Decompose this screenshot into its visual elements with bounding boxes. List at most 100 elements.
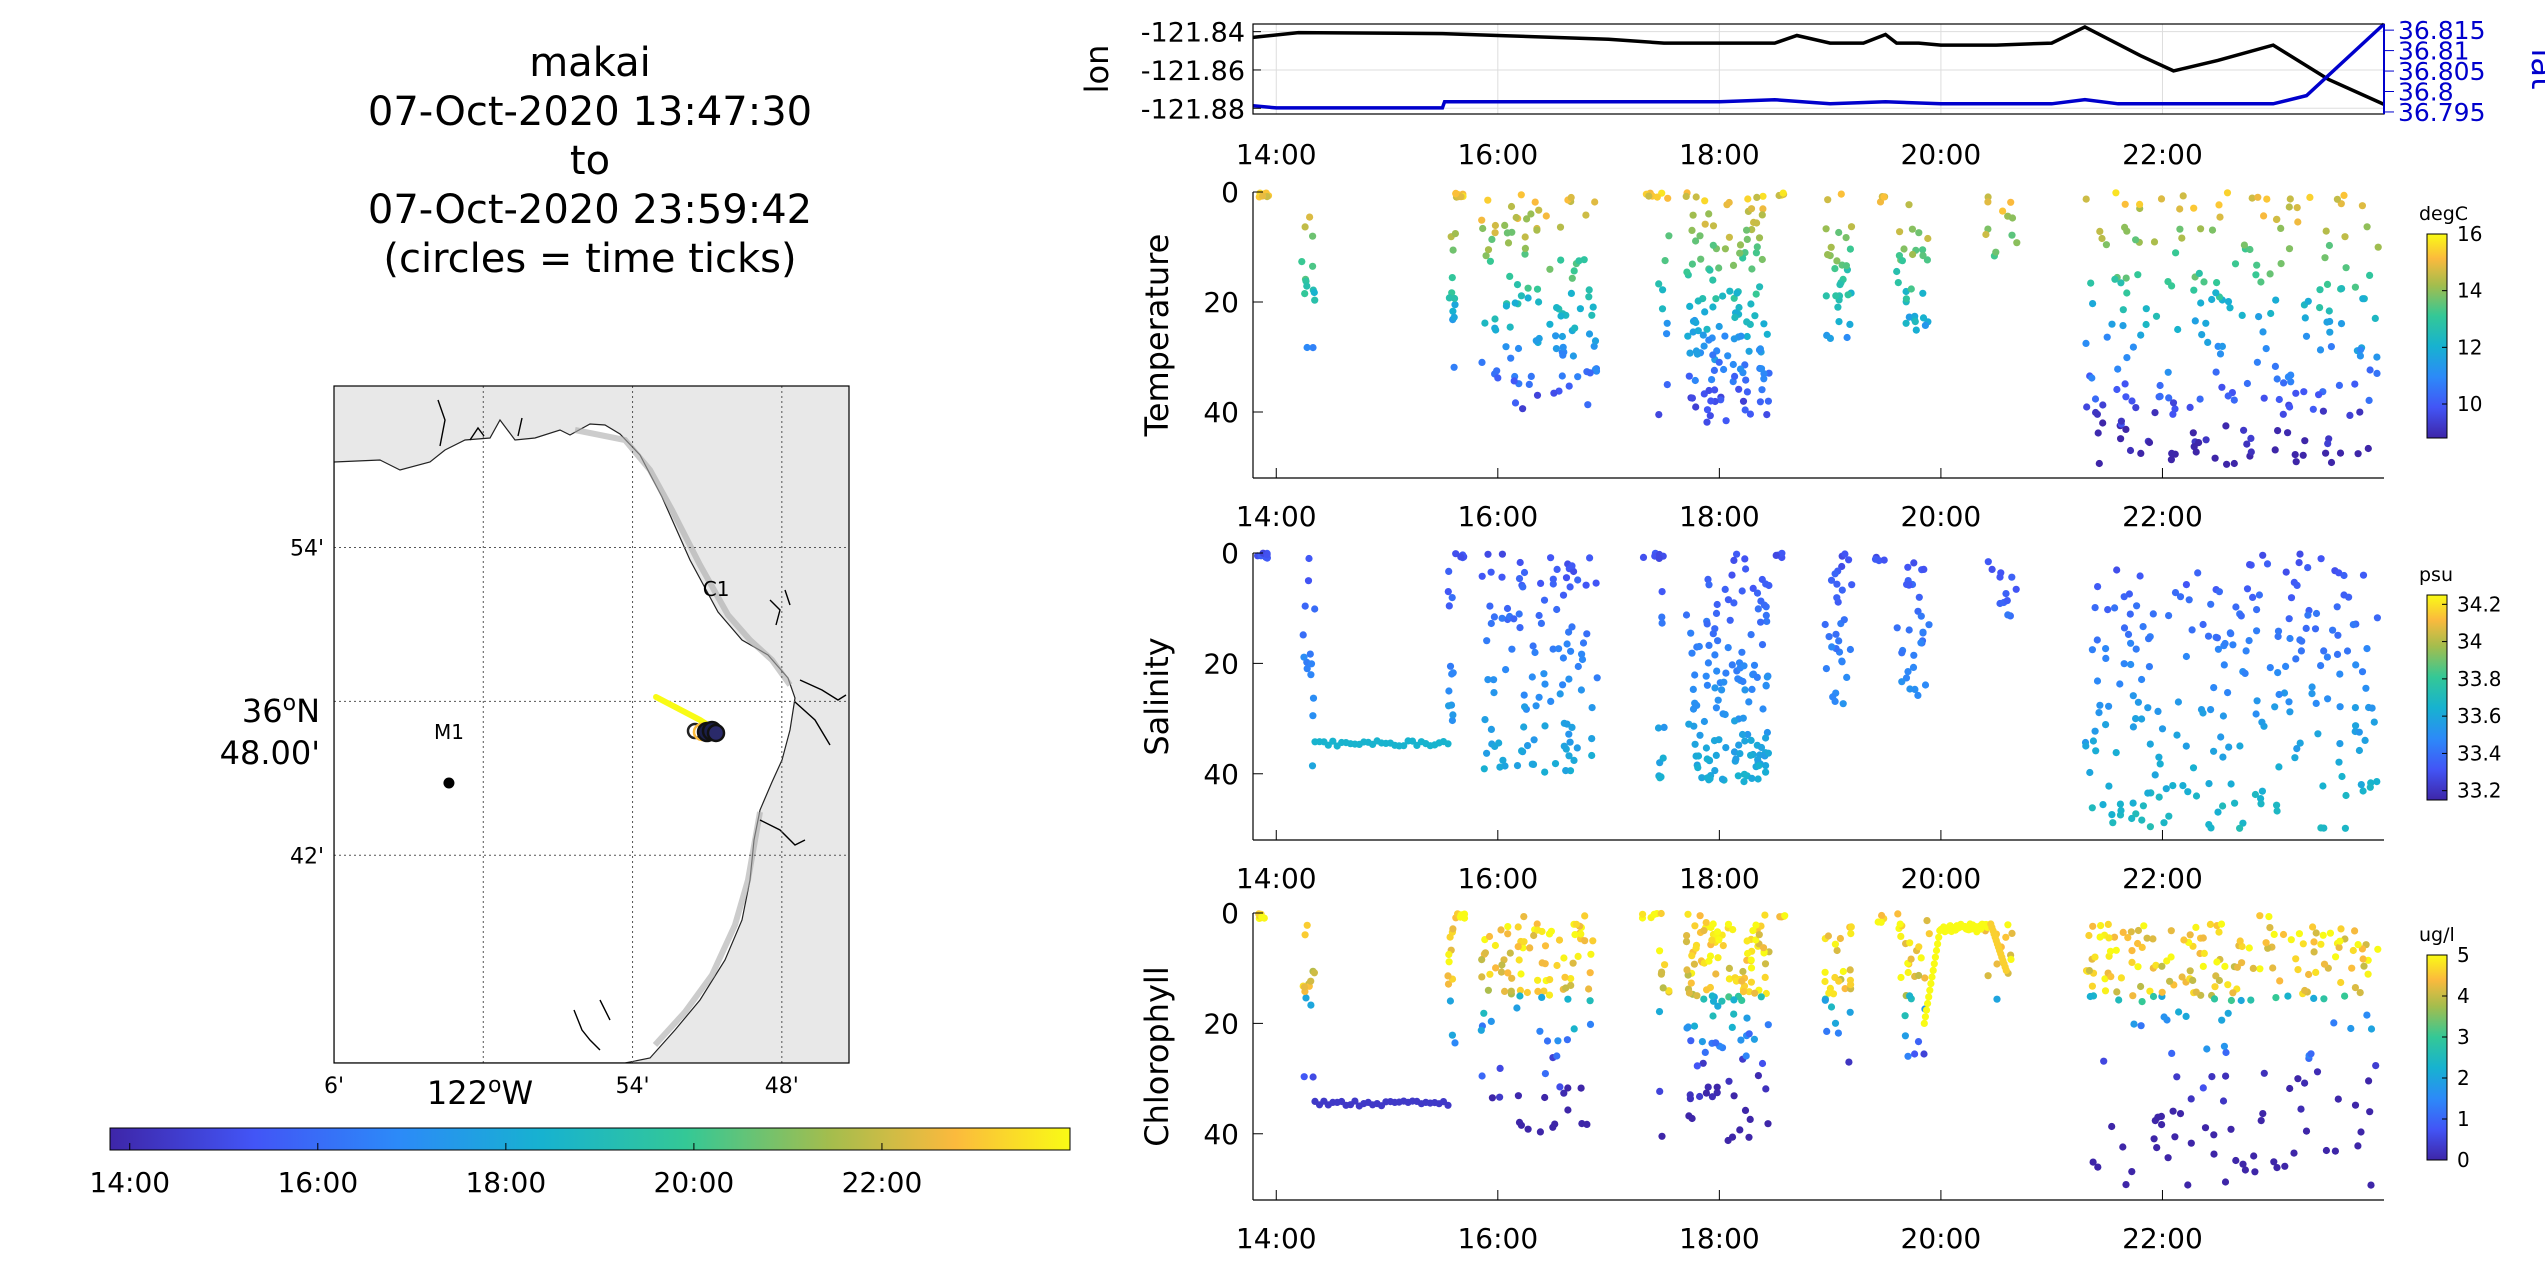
data-point: [1730, 335, 1738, 343]
data-point: [2004, 611, 2012, 619]
data-point: [2149, 935, 2157, 943]
data-point: [1693, 350, 1701, 358]
data-point: [1307, 671, 1315, 679]
data-point: [1588, 311, 1596, 319]
data-point: [1762, 681, 1770, 690]
data-point: [2169, 410, 2177, 418]
data-point: [2176, 1110, 2185, 1118]
data-point: [1507, 202, 1516, 211]
data-point: [1657, 773, 1665, 781]
data-point: [1739, 967, 1747, 976]
data-point: [1747, 631, 1755, 639]
data-point: [1709, 351, 1717, 359]
data-point: [2189, 976, 2197, 985]
data-point: [1501, 221, 1509, 229]
colorbar-tick-label: 3: [2457, 1025, 2470, 1049]
data-point: [1747, 205, 1756, 213]
data-point: [1901, 1012, 1909, 1020]
data-point: [1747, 300, 1755, 308]
data-point: [1706, 412, 1714, 420]
data-point: [1871, 555, 1880, 563]
data-point: [1846, 645, 1854, 654]
data-point: [1732, 755, 1740, 763]
data-point: [2215, 928, 2223, 936]
data-point: [2086, 992, 2094, 1001]
data-point: [1747, 736, 1755, 745]
data-point: [1755, 234, 1764, 242]
data-point: [1894, 279, 1902, 287]
data-point: [1759, 192, 1767, 200]
data-point: [1758, 255, 1766, 264]
data-point: [2002, 966, 2010, 975]
data-point: [2134, 271, 2142, 279]
data-point: [1309, 712, 1317, 720]
data-point: [1658, 588, 1666, 596]
data-point: [1703, 418, 1711, 426]
data-point: [2297, 1105, 2305, 1113]
data-point: [2291, 754, 2299, 762]
data-point: [1710, 366, 1718, 374]
data-point: [2136, 572, 2144, 580]
data-point: [1534, 976, 1542, 984]
data-point: [1534, 987, 1542, 996]
data-point: [1477, 1026, 1485, 1034]
data-point: [1556, 690, 1564, 698]
data-point: [1725, 1077, 1733, 1085]
data-point: [1722, 669, 1730, 677]
data-point: [1559, 351, 1567, 359]
data-point: [2134, 698, 2142, 706]
x-tick-label: 20:00: [1901, 500, 1982, 533]
data-point: [2245, 944, 2253, 952]
data-point: [2253, 697, 2261, 705]
data-point: [1931, 953, 1939, 961]
data-point: [2137, 331, 2145, 339]
data-point: [2213, 634, 2221, 642]
data-point: [1689, 211, 1697, 219]
data-point: [2373, 369, 2381, 377]
data-point: [1306, 213, 1314, 221]
data-point: [1736, 750, 1744, 758]
data-point: [1745, 988, 1753, 996]
data-point: [1574, 373, 1582, 381]
data-point: [1457, 193, 1465, 201]
y-left-tick-label: -121.84: [1141, 18, 1245, 49]
data-point: [1696, 232, 1704, 240]
data-point: [2371, 314, 2379, 322]
data-point: [1688, 952, 1696, 960]
data-point: [1762, 580, 1770, 588]
map-lat-tick-label: 42': [290, 844, 324, 869]
data-point: [1696, 912, 1704, 920]
data-point: [2363, 223, 2371, 231]
data-point: [1747, 956, 1755, 964]
data-point: [2134, 939, 2142, 948]
data-point: [2112, 189, 2120, 197]
data-point: [1745, 1133, 1753, 1141]
data-point: [1880, 193, 1888, 201]
data-point: [2266, 924, 2274, 932]
data-point: [1567, 193, 1575, 202]
data-point: [2157, 195, 2166, 203]
data-point: [2142, 305, 2150, 313]
data-point: [1577, 1084, 1585, 1092]
data-point: [1562, 574, 1571, 582]
data-point: [2263, 195, 2271, 203]
data-point: [2249, 964, 2257, 973]
data-point: [2008, 214, 2017, 222]
data-point: [1917, 612, 1925, 620]
data-point: [1540, 596, 1549, 604]
colorbar-label: ug/l: [2419, 924, 2455, 946]
data-point: [1920, 1019, 1928, 1027]
data-point: [2155, 753, 2163, 761]
data-point: [2158, 962, 2166, 970]
data-point: [1719, 942, 1727, 950]
data-point: [1842, 234, 1850, 242]
data-point: [1665, 987, 1673, 995]
data-point: [1516, 986, 1524, 995]
data-point: [1762, 762, 1770, 770]
data-point: [2180, 936, 2188, 944]
x-tick-label: 22:00: [2122, 138, 2203, 171]
data-point: [1837, 190, 1845, 198]
data-point: [2111, 275, 2119, 283]
data-point: [2341, 992, 2349, 1000]
data-point: [1564, 995, 1572, 1003]
